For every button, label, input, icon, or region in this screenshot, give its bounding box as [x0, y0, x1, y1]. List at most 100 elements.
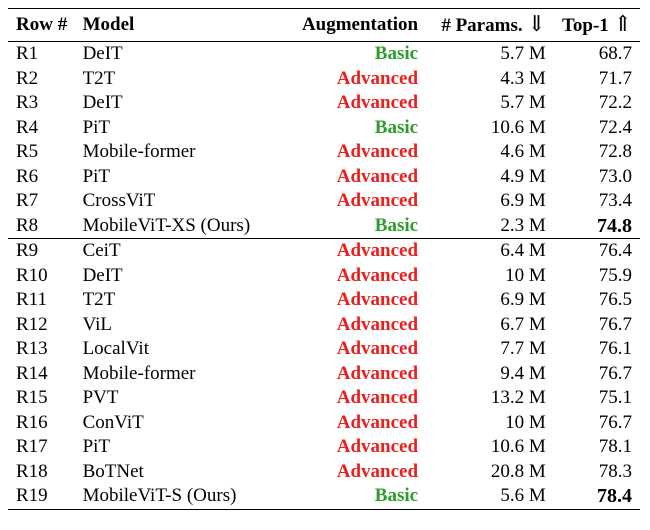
row-number: R18: [16, 460, 48, 482]
params-value: 2.3 M: [422, 213, 554, 239]
row-number: R15: [16, 387, 48, 408]
model-name: MobileViT-S (Ours): [82, 484, 273, 510]
augmentation-value: Advanced: [336, 264, 419, 286]
params-value: 7.7 M: [500, 338, 546, 359]
top1-value: 72.8: [598, 141, 632, 162]
model-name: LocalVit: [82, 338, 149, 359]
augmentation-value: Advanced: [336, 460, 419, 482]
table-row: R7 CrossViT Advanced 6.9 M 73.4: [8, 189, 640, 214]
table-row: R13 LocalVit Advanced 7.7 M 76.1: [8, 337, 640, 362]
comparison-table-container: Row # Model Augmentation # Params. ⇓ Top…: [8, 8, 640, 510]
model-name: MobileViT-XS (Ours): [82, 213, 273, 239]
row-number: R5: [16, 141, 39, 162]
augmentation-value: Basic: [374, 116, 419, 138]
augmentation-value: Basic: [272, 484, 423, 510]
header-params: # Params. ⇓: [422, 8, 554, 42]
row-number: R13: [16, 338, 48, 359]
table-row: R16 ConViT Advanced 10 M 76.7: [8, 411, 640, 436]
model-name: CeiT: [82, 240, 121, 261]
params-value: 6.9 M: [500, 289, 546, 310]
table-row: R12 ViL Advanced 6.7 M 76.7: [8, 313, 640, 338]
augmentation-value: Advanced: [336, 338, 419, 359]
params-value: 5.7 M: [500, 43, 546, 64]
row-number: R16: [16, 411, 48, 433]
model-name: T2T: [82, 289, 116, 310]
row-number: R17: [16, 436, 48, 457]
model-name: CrossViT: [82, 190, 156, 211]
row-number: R4: [16, 116, 39, 138]
top1-value: 73.4: [598, 190, 632, 211]
top1-value: 72.2: [598, 92, 632, 113]
top1-value: 76.1: [598, 338, 632, 359]
model-name: BoTNet: [82, 460, 144, 482]
augmentation-value: Advanced: [336, 313, 419, 335]
model-name: T2T: [82, 67, 116, 89]
params-value: 10 M: [505, 264, 546, 286]
row-number: R9: [16, 240, 39, 261]
header-top1: Top-1 ⇑: [553, 8, 640, 42]
table-row: R11 T2T Advanced 6.9 M 76.5: [8, 288, 640, 313]
params-value: 10.6 M: [490, 436, 546, 457]
table-row: R15 PVT Advanced 13.2 M 75.1: [8, 386, 640, 411]
augmentation-value: Advanced: [336, 240, 419, 261]
model-name: Mobile-former: [82, 141, 196, 162]
augmentation-value: Basic: [374, 43, 419, 64]
top1-value: 78.4: [553, 484, 640, 510]
header-row-number: Row #: [8, 8, 83, 42]
row-number: R3: [16, 92, 39, 113]
params-value: 20.8 M: [490, 460, 546, 482]
top1-value: 72.4: [598, 116, 632, 138]
model-name: PiT: [82, 116, 111, 138]
params-value: 4.6 M: [500, 141, 546, 162]
table-row: R14 Mobile-former Advanced 9.4 M 76.7: [8, 362, 640, 387]
augmentation-value: Advanced: [336, 411, 419, 433]
top1-value: 75.9: [598, 264, 632, 286]
top1-value: 76.4: [598, 240, 632, 261]
top1-value: 76.5: [598, 289, 632, 310]
up-arrow-icon: ⇑: [613, 11, 632, 36]
augmentation-value: Advanced: [336, 165, 419, 187]
params-value: 4.9 M: [500, 165, 546, 187]
header-params-label: # Params.: [441, 15, 523, 36]
table-row: R4 PiT Basic 10.6 M 72.4: [8, 116, 640, 141]
top1-value: 75.1: [598, 387, 632, 408]
row-number: R19: [8, 484, 83, 510]
top1-value: 78.1: [598, 436, 632, 457]
augmentation-value: Advanced: [336, 387, 419, 408]
comparison-table: Row # Model Augmentation # Params. ⇓ Top…: [8, 8, 640, 510]
params-value: 10.6 M: [490, 116, 546, 138]
top1-value: 74.8: [553, 213, 640, 239]
top1-value: 73.0: [598, 165, 632, 187]
model-name: ViL: [82, 313, 113, 335]
header-model: Model: [82, 8, 273, 42]
table-row: R17 PiT Advanced 10.6 M 78.1: [8, 435, 640, 460]
row-number: R8: [8, 213, 83, 239]
model-name: Mobile-former: [82, 362, 196, 384]
augmentation-value: Advanced: [336, 289, 419, 310]
top1-value: 76.7: [598, 313, 632, 335]
top1-value: 76.7: [598, 362, 632, 384]
augmentation-value: Advanced: [336, 436, 419, 457]
table-row: R8 MobileViT-XS (Ours) Basic 2.3 M 74.8: [8, 213, 640, 239]
augmentation-value: Advanced: [336, 67, 419, 89]
params-value: 9.4 M: [500, 362, 546, 384]
table-row: R5 Mobile-former Advanced 4.6 M 72.8: [8, 140, 640, 165]
table-body: R1 DeIT Basic 5.7 M 68.7 R2 T2T Advanced 4.3 M 71…: [8, 42, 640, 510]
model-name: PVT: [82, 387, 119, 408]
augmentation-value: Advanced: [336, 190, 419, 211]
row-number: R14: [16, 362, 48, 384]
row-number: R11: [16, 289, 47, 310]
model-name: DeIT: [82, 43, 123, 64]
model-name: PiT: [82, 165, 111, 187]
top1-value: 68.7: [598, 43, 632, 64]
table-row: R6 PiT Advanced 4.9 M 73.0: [8, 165, 640, 190]
table-row: R10 DeIT Advanced 10 M 75.9: [8, 264, 640, 289]
table-row: R18 BoTNet Advanced 20.8 M 78.3: [8, 460, 640, 485]
params-value: 13.2 M: [490, 387, 546, 408]
header-augmentation: Augmentation: [272, 8, 423, 42]
table-row: R1 DeIT Basic 5.7 M 68.7: [8, 42, 640, 67]
top1-value: 78.3: [598, 460, 632, 482]
params-value: 4.3 M: [500, 67, 546, 89]
header-top1-label: Top-1: [561, 15, 609, 36]
row-number: R10: [16, 264, 48, 286]
